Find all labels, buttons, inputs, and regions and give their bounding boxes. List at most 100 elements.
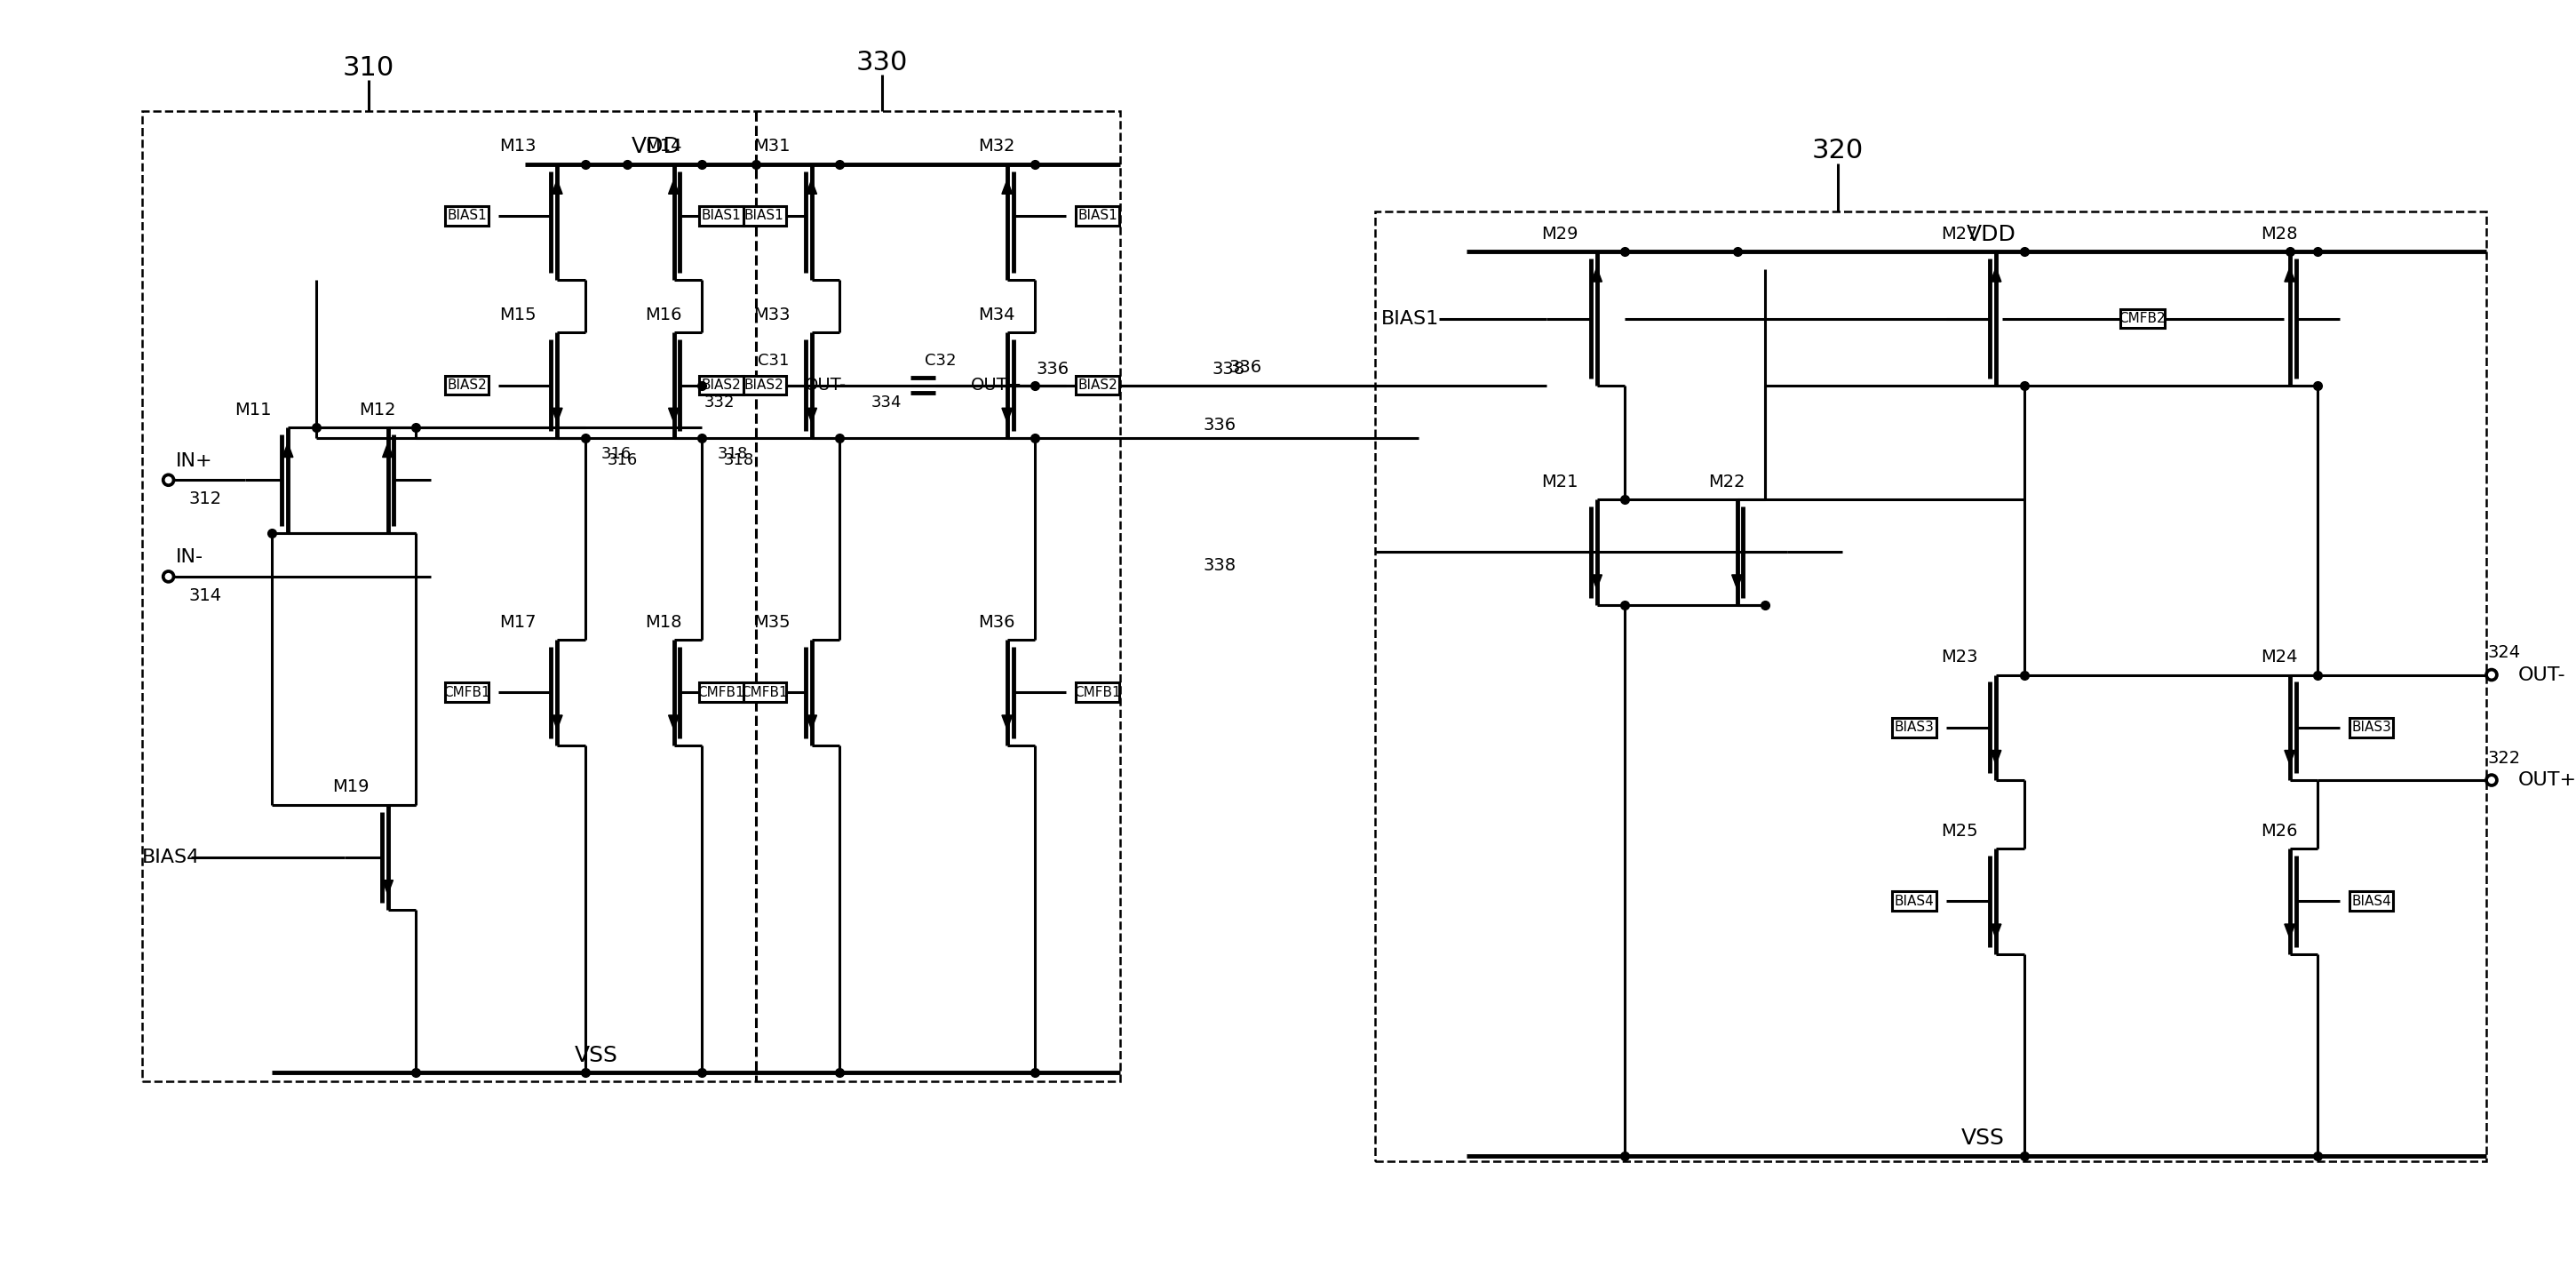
Text: M31: M31 (755, 139, 791, 155)
Text: M29: M29 (1540, 226, 1579, 242)
Bar (1893, 892, 1937, 911)
Text: OUT+: OUT+ (2517, 771, 2576, 789)
Bar (1376, 212, 2486, 1161)
Text: IN+: IN+ (175, 452, 211, 470)
Text: BIAS1: BIAS1 (701, 209, 742, 222)
Text: 314: 314 (188, 588, 222, 604)
Text: CMFB1: CMFB1 (443, 685, 489, 699)
Text: BIAS4: BIAS4 (142, 848, 201, 866)
Text: 324: 324 (2488, 644, 2519, 661)
Bar (698, 683, 742, 702)
Text: IN-: IN- (175, 548, 204, 566)
Text: BIAS2: BIAS2 (446, 378, 487, 391)
Text: M27: M27 (1940, 226, 1978, 242)
Text: C32: C32 (925, 353, 956, 368)
Bar (446, 376, 489, 395)
Polygon shape (1991, 268, 2002, 282)
Text: BIAS2: BIAS2 (701, 378, 742, 391)
Polygon shape (806, 715, 817, 729)
Bar (742, 207, 786, 226)
Polygon shape (1731, 575, 1741, 589)
Polygon shape (670, 180, 680, 194)
Text: BIAS4: BIAS4 (1893, 894, 1935, 908)
Polygon shape (1592, 268, 1602, 282)
Text: 316: 316 (600, 445, 631, 462)
Text: BIAS3: BIAS3 (2352, 721, 2391, 734)
Text: M18: M18 (644, 613, 683, 631)
Text: 318: 318 (724, 452, 755, 468)
Bar (2349, 892, 2393, 911)
Text: M11: M11 (234, 402, 270, 418)
Text: M22: M22 (1708, 473, 1744, 490)
Polygon shape (2285, 751, 2295, 765)
Text: VDD: VDD (631, 136, 680, 158)
Polygon shape (1991, 751, 2002, 765)
Text: BIAS1: BIAS1 (744, 209, 783, 222)
Text: BIAS1: BIAS1 (1077, 209, 1118, 222)
Text: M15: M15 (500, 307, 536, 323)
Text: VSS: VSS (1960, 1128, 2004, 1148)
Text: CMFB1: CMFB1 (742, 685, 788, 699)
Text: 338: 338 (1211, 361, 1244, 378)
Bar (2349, 718, 2393, 738)
Text: 332: 332 (703, 395, 734, 411)
Polygon shape (1991, 924, 2002, 938)
Text: BIAS4: BIAS4 (2352, 894, 2391, 908)
Polygon shape (381, 880, 394, 894)
Text: 336: 336 (1203, 416, 1236, 434)
Polygon shape (381, 443, 394, 457)
Text: OUT-: OUT- (804, 377, 848, 394)
Text: M24: M24 (2262, 649, 2298, 666)
Bar (698, 376, 742, 395)
Bar (446, 207, 489, 226)
Text: M16: M16 (644, 307, 683, 323)
Bar (1077, 207, 1121, 226)
Text: BIAS2: BIAS2 (744, 378, 783, 391)
Text: M33: M33 (755, 307, 791, 323)
Polygon shape (283, 443, 294, 457)
Text: 318: 318 (719, 445, 747, 462)
Text: VSS: VSS (574, 1046, 618, 1066)
Polygon shape (1002, 180, 1012, 194)
Text: M14: M14 (644, 139, 683, 155)
Polygon shape (551, 180, 562, 194)
Polygon shape (2285, 924, 2295, 938)
Polygon shape (1002, 408, 1012, 422)
Polygon shape (1592, 575, 1602, 589)
Text: M25: M25 (1940, 822, 1978, 839)
Text: OUT+: OUT+ (971, 377, 1023, 394)
Polygon shape (1002, 715, 1012, 729)
Text: M23: M23 (1940, 649, 1978, 666)
Text: M26: M26 (2262, 822, 2298, 839)
Text: C31: C31 (757, 353, 788, 368)
Text: M34: M34 (979, 307, 1015, 323)
Text: OUT-: OUT- (2517, 666, 2566, 684)
Bar (142, 112, 1121, 1082)
Polygon shape (670, 408, 680, 422)
Text: BIAS1: BIAS1 (1381, 309, 1440, 327)
Text: 338: 338 (1203, 557, 1236, 574)
Bar (1077, 376, 1121, 395)
Text: M13: M13 (500, 139, 536, 155)
Bar (742, 376, 786, 395)
Text: M36: M36 (979, 613, 1015, 631)
Text: M32: M32 (979, 139, 1015, 155)
Text: M12: M12 (358, 402, 397, 418)
Text: 322: 322 (2488, 749, 2519, 767)
Text: BIAS2: BIAS2 (1077, 378, 1118, 391)
Bar (1077, 683, 1121, 702)
Text: 320: 320 (1811, 139, 1865, 164)
Text: BIAS3: BIAS3 (1893, 721, 1935, 734)
Polygon shape (2285, 268, 2295, 282)
Bar (742, 683, 786, 702)
Text: BIAS1: BIAS1 (446, 209, 487, 222)
Text: CMFB1: CMFB1 (698, 685, 744, 699)
Bar (1893, 718, 1937, 738)
Text: 316: 316 (608, 452, 636, 468)
Text: 310: 310 (343, 55, 394, 81)
Polygon shape (806, 408, 817, 422)
Text: 336: 336 (1229, 359, 1262, 376)
Text: M28: M28 (2262, 226, 2298, 242)
Text: CMFB1: CMFB1 (1074, 685, 1121, 699)
Bar (446, 683, 489, 702)
